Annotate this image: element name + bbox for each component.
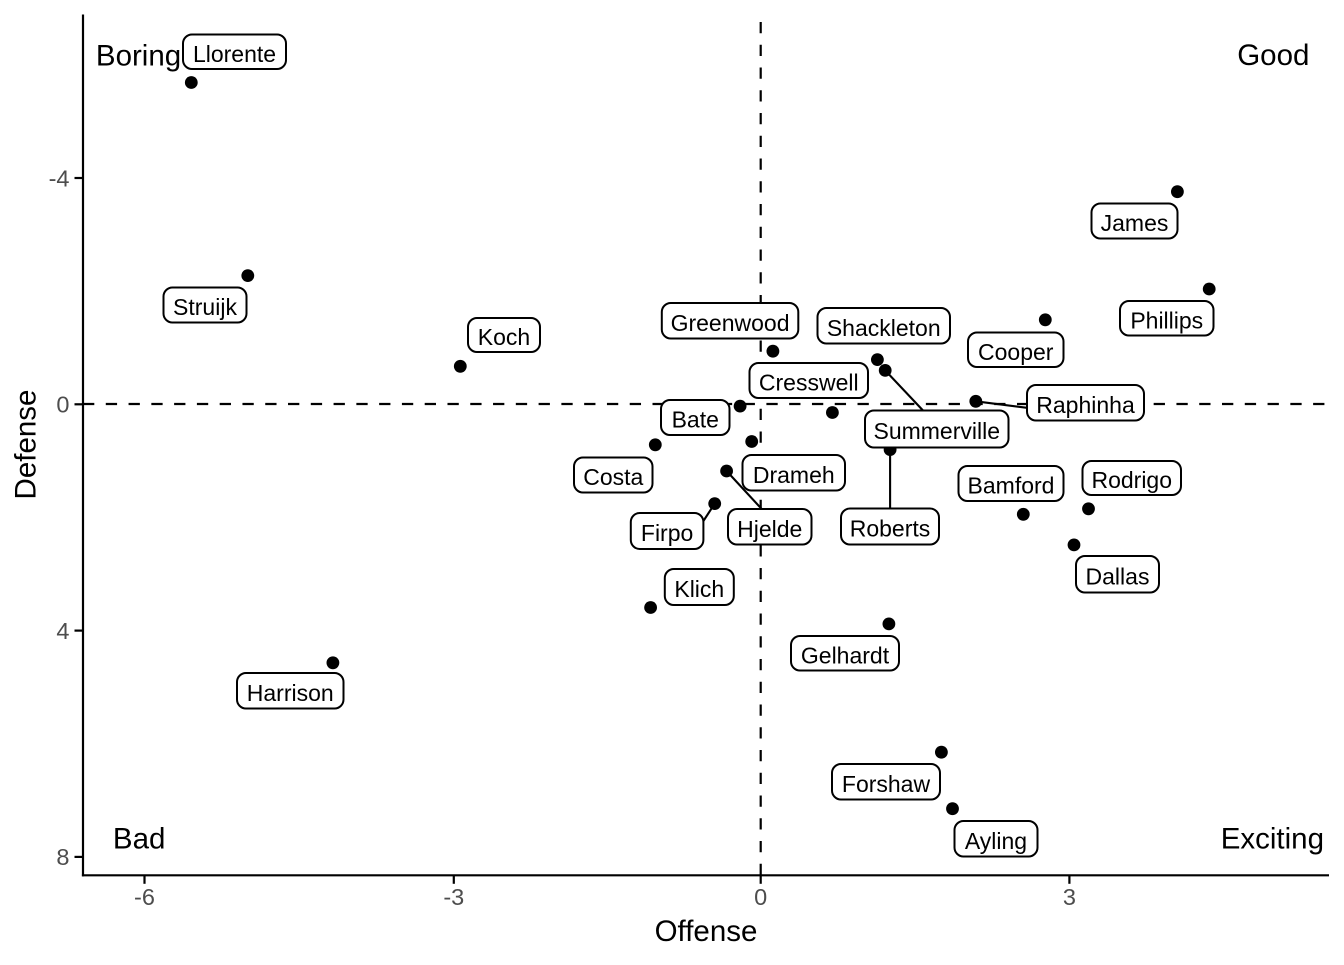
svg-text:Hjelde: Hjelde (737, 516, 802, 542)
svg-text:Boring: Boring (96, 40, 181, 73)
svg-text:-4: -4 (49, 165, 70, 191)
svg-text:Shackleton: Shackleton (827, 315, 941, 341)
svg-text:Klich: Klich (674, 576, 724, 602)
svg-text:Defense: Defense (10, 390, 43, 500)
svg-text:8: 8 (56, 844, 69, 870)
svg-text:Bamford: Bamford (968, 473, 1055, 499)
svg-text:Cresswell: Cresswell (759, 370, 859, 396)
svg-text:Struijk: Struijk (173, 294, 237, 320)
svg-text:Greenwood: Greenwood (671, 310, 790, 336)
svg-text:Rodrigo: Rodrigo (1091, 467, 1172, 493)
svg-text:Good: Good (1237, 39, 1309, 72)
svg-text:Bate: Bate (672, 407, 719, 433)
svg-text:0: 0 (754, 884, 767, 910)
svg-text:Raphinha: Raphinha (1036, 392, 1135, 418)
svg-text:Drameh: Drameh (753, 462, 835, 488)
svg-text:Forshaw: Forshaw (842, 771, 931, 797)
svg-text:-6: -6 (134, 884, 155, 910)
svg-text:Harrison: Harrison (247, 680, 334, 706)
svg-text:James: James (1101, 210, 1169, 236)
svg-text:Phillips: Phillips (1130, 307, 1203, 333)
svg-text:Offense: Offense (655, 915, 758, 948)
svg-text:4: 4 (56, 618, 69, 644)
svg-text:Summerville: Summerville (873, 418, 1000, 444)
svg-text:Gelhardt: Gelhardt (801, 642, 890, 668)
svg-text:Exciting: Exciting (1221, 823, 1324, 856)
svg-text:Dallas: Dallas (1086, 563, 1150, 589)
svg-text:Firpo: Firpo (641, 520, 693, 546)
svg-text:0: 0 (56, 392, 69, 418)
svg-text:Ayling: Ayling (965, 828, 1027, 854)
svg-text:-3: -3 (443, 884, 464, 910)
svg-text:Roberts: Roberts (850, 516, 931, 542)
svg-text:Cooper: Cooper (978, 339, 1054, 365)
svg-text:Costa: Costa (583, 464, 643, 490)
svg-text:Llorente: Llorente (193, 41, 276, 67)
svg-text:Bad: Bad (113, 823, 165, 856)
svg-text:3: 3 (1063, 884, 1076, 910)
svg-text:Koch: Koch (478, 324, 530, 350)
